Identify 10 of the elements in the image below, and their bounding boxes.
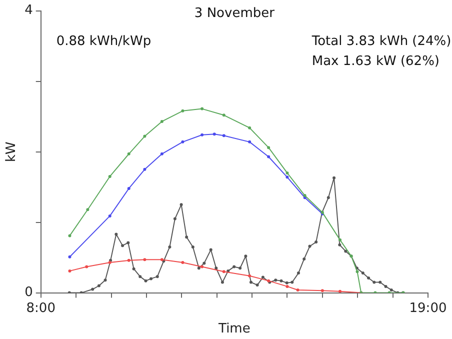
chart-title: 3 November [194,6,276,22]
x-tick-label: 8:00 [26,300,56,316]
y-tick-label: 0 [24,285,33,300]
x-axis-title: Time [218,322,250,337]
annotation: Total 3.83 kWh (24%) [310,34,452,50]
y-axis-title: kW [4,141,20,162]
annotation: 0.88 kWh/kWp [56,34,152,50]
x-tick-label: 19:00 [409,300,447,316]
y-tick-label: 4 [24,3,33,18]
annotation: Max 1.63 kW (62%) [312,54,440,69]
